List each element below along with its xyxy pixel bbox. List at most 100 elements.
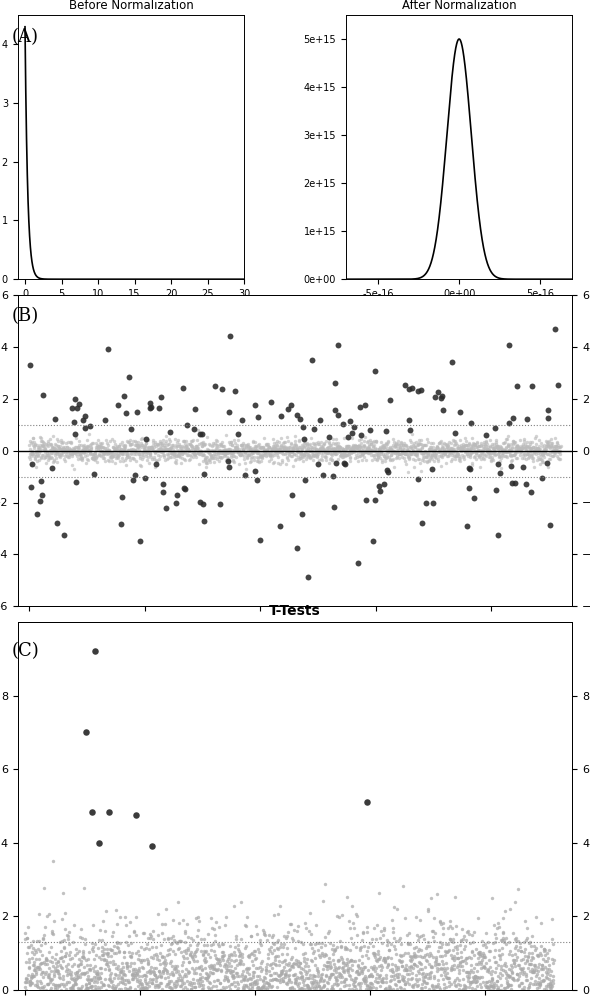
Point [450, 977, 460, 993]
Point [241, 918, 250, 934]
Point [363, 445, 373, 461]
Point [306, 936, 316, 952]
Point [299, 950, 309, 966]
Point [152, 443, 162, 459]
Point [279, 434, 289, 450]
Point [92, 439, 101, 455]
Point [211, 435, 220, 451]
Point [53, 438, 63, 454]
Point [367, 436, 376, 452]
Point [525, 443, 535, 459]
Point [369, 961, 378, 977]
Point [381, 954, 390, 970]
Point [100, 444, 110, 460]
Point [217, 950, 227, 966]
Point [196, 435, 206, 451]
Point [378, 974, 388, 990]
Point [272, 972, 281, 988]
Point [292, 976, 301, 992]
Point [506, 977, 515, 993]
Point [242, 972, 251, 988]
Point [262, 956, 271, 972]
Point [21, 974, 30, 990]
Point [123, 442, 132, 458]
Point [426, 441, 435, 457]
Point [53, 433, 63, 449]
Point [461, 443, 470, 459]
Point [152, 443, 161, 459]
Point [202, 443, 211, 459]
Point [96, 436, 106, 452]
Point [259, 443, 268, 459]
Point [46, 939, 55, 955]
Point [304, 970, 313, 986]
Point [94, 835, 104, 851]
Point [49, 442, 58, 458]
Point [158, 981, 167, 997]
Point [63, 931, 73, 947]
Point [181, 442, 190, 458]
Point [525, 956, 534, 972]
Point [77, 442, 87, 458]
Point [94, 949, 104, 965]
Point [92, 966, 101, 982]
Point [372, 446, 381, 462]
Point [158, 963, 168, 979]
Point [335, 981, 345, 997]
Point [547, 444, 556, 460]
Point [85, 443, 94, 459]
Point [189, 979, 198, 995]
Point [235, 445, 245, 461]
Point [459, 941, 468, 957]
Point [297, 980, 307, 996]
Point [504, 428, 513, 444]
Point [111, 442, 120, 458]
Point [37, 442, 47, 458]
Point [323, 954, 333, 970]
Point [207, 442, 217, 458]
Point [56, 943, 65, 959]
Point [94, 439, 104, 455]
Point [253, 443, 263, 459]
Point [314, 456, 323, 472]
Point [63, 965, 73, 981]
Point [123, 981, 132, 997]
Point [338, 959, 348, 975]
Point [331, 431, 340, 447]
Point [470, 968, 480, 984]
Point [319, 978, 328, 994]
Point [239, 440, 248, 456]
Point [246, 971, 255, 987]
Point [173, 973, 182, 989]
Point [175, 968, 185, 984]
Point [206, 957, 215, 973]
Point [414, 963, 423, 979]
Point [316, 939, 326, 955]
Point [217, 982, 226, 998]
Point [112, 438, 122, 454]
Point [112, 440, 122, 456]
Point [199, 937, 209, 953]
Point [271, 441, 280, 457]
Point [327, 980, 336, 996]
Point [230, 898, 239, 914]
Point [424, 434, 433, 450]
Point [430, 933, 439, 949]
Point [142, 968, 151, 984]
Point [396, 980, 405, 996]
Point [348, 898, 357, 914]
Point [157, 948, 166, 964]
Point [287, 951, 296, 967]
Point [190, 401, 199, 417]
Point [314, 442, 324, 458]
Point [219, 438, 229, 454]
Point [139, 444, 148, 460]
Point [421, 437, 431, 453]
Point [103, 446, 113, 462]
Point [499, 932, 509, 948]
Point [103, 341, 113, 357]
Point [72, 400, 81, 416]
Point [123, 447, 132, 463]
Point [513, 438, 522, 454]
Point [394, 446, 404, 462]
